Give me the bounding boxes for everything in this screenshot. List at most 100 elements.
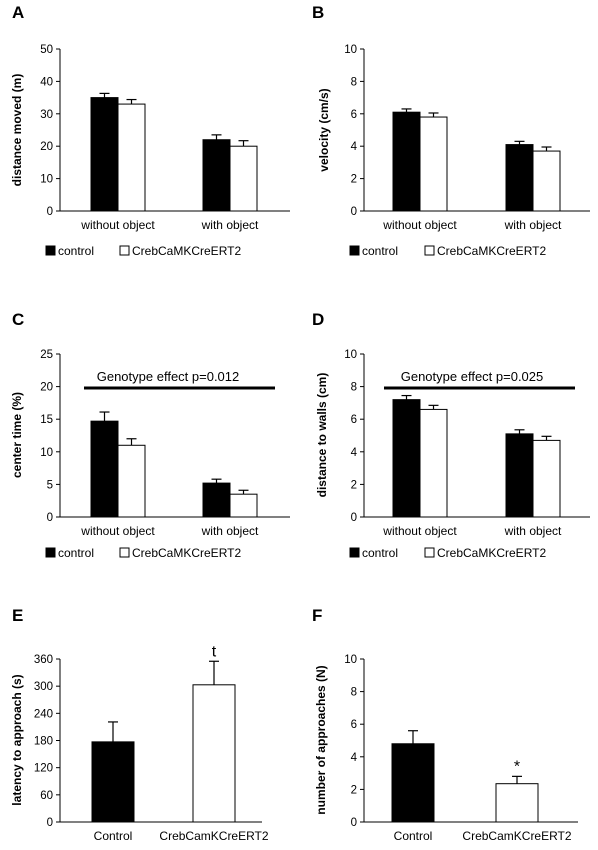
bar-control-with-object xyxy=(505,144,534,212)
significance-marker: * xyxy=(514,758,520,775)
legend-label: control xyxy=(362,244,398,258)
bar-control xyxy=(91,741,135,823)
legend-label: control xyxy=(362,546,398,560)
x-category-label: CrebCamKCreERT2 xyxy=(159,829,268,843)
y-tick-label: 360 xyxy=(34,654,53,666)
legend-swatch xyxy=(349,245,360,256)
bar-creb xyxy=(192,684,236,823)
legend-swatch xyxy=(45,547,56,558)
y-tick-label: 0 xyxy=(47,817,53,829)
bar-creb-with-object xyxy=(229,145,258,212)
significance-marker: t xyxy=(212,643,217,660)
bar-control-without-object xyxy=(392,399,421,518)
legend-label: control xyxy=(58,546,94,560)
legend: control CrebCaMKCreERT2 xyxy=(45,546,241,560)
y-tick-label: 4 xyxy=(351,752,358,764)
bar-control-without-object xyxy=(90,97,119,212)
y-tick-label: 2 xyxy=(351,479,357,491)
x-category-label: without object xyxy=(382,218,457,232)
legend-label: CrebCaMKCreERT2 xyxy=(132,546,241,560)
bar-creb-without-object xyxy=(419,408,448,518)
panel-letter: F xyxy=(312,606,322,625)
legend-swatch xyxy=(119,245,130,256)
y-tick-label: 0 xyxy=(351,817,357,829)
legend-swatch xyxy=(349,547,360,558)
bar-control-with-object xyxy=(505,433,534,518)
legend-label: CrebCaMKCreERT2 xyxy=(437,546,546,560)
bar-control-without-object xyxy=(90,420,119,518)
legend-swatch xyxy=(119,547,130,558)
bar-creb-without-object xyxy=(117,444,146,518)
y-tick-label: 10 xyxy=(40,174,53,186)
y-tick-label: 180 xyxy=(34,736,53,748)
y-tick-label: 2 xyxy=(351,174,357,186)
y-tick-label: 50 xyxy=(40,44,53,56)
y-tick-label: 2 xyxy=(351,784,357,796)
y-tick-label: 10 xyxy=(344,44,357,56)
bar-control xyxy=(391,743,435,823)
bar-control-without-object xyxy=(392,111,421,212)
legend-label: control xyxy=(58,244,94,258)
legend: control CrebCaMKCreERT2 xyxy=(349,546,546,560)
y-tick-label: 60 xyxy=(40,790,53,802)
y-tick-label: 20 xyxy=(40,382,53,394)
legend: control CrebCaMKCreERT2 xyxy=(349,244,546,258)
panel-letter: B xyxy=(312,3,324,22)
y-tick-label: 6 xyxy=(351,109,357,121)
bar-creb xyxy=(495,783,539,823)
y-axis-label: distance moved (m) xyxy=(10,74,24,187)
x-category-label: without object xyxy=(80,218,155,232)
panel-letter: A xyxy=(12,3,24,22)
y-axis-label: velocity (cm/s) xyxy=(317,88,331,171)
y-tick-label: 8 xyxy=(351,76,357,88)
bar-creb-with-object xyxy=(532,439,561,518)
y-tick-label: 5 xyxy=(47,479,53,491)
legend-swatch xyxy=(45,245,56,256)
y-axis-label: distance to walls (cm) xyxy=(315,373,329,498)
legend-swatch xyxy=(424,245,435,256)
x-category-label: with object xyxy=(201,524,259,538)
y-tick-label: 25 xyxy=(40,349,53,361)
y-tick-label: 8 xyxy=(351,382,357,394)
x-category-label: without object xyxy=(382,524,457,538)
legend-label: CrebCaMKCreERT2 xyxy=(132,244,241,258)
x-category-label: Control xyxy=(394,829,433,843)
x-category-label: with object xyxy=(504,218,562,232)
y-tick-label: 0 xyxy=(47,512,53,524)
y-tick-label: 6 xyxy=(351,719,357,731)
bar-creb-with-object xyxy=(532,150,561,212)
y-tick-label: 0 xyxy=(351,206,357,218)
y-tick-label: 300 xyxy=(34,681,53,693)
y-tick-label: 240 xyxy=(34,708,53,720)
annotation: Genotype effect p=0.012 xyxy=(97,369,240,384)
y-tick-label: 40 xyxy=(40,76,53,88)
y-axis-label: number of approaches (N) xyxy=(314,665,328,814)
legend: control CrebCaMKCreERT2 xyxy=(45,244,241,258)
y-tick-label: 6 xyxy=(351,414,357,426)
y-tick-label: 8 xyxy=(351,687,357,699)
y-tick-label: 120 xyxy=(34,763,53,775)
y-tick-label: 15 xyxy=(40,414,53,426)
x-category-label: Control xyxy=(94,829,133,843)
y-axis-label: latency to approach (s) xyxy=(10,674,24,805)
x-category-label: with object xyxy=(201,218,259,232)
y-tick-label: 30 xyxy=(40,109,53,121)
bar-creb-with-object xyxy=(229,493,258,518)
y-tick-label: 10 xyxy=(344,349,357,361)
legend-swatch xyxy=(424,547,435,558)
y-tick-label: 4 xyxy=(351,141,358,153)
y-axis-label: center time (%) xyxy=(10,392,24,478)
x-category-label: with object xyxy=(504,524,562,538)
panel-letter: D xyxy=(312,310,324,329)
y-tick-label: 10 xyxy=(344,654,357,666)
y-tick-label: 0 xyxy=(47,206,53,218)
bar-control-with-object xyxy=(202,139,231,212)
x-category-label: without object xyxy=(80,524,155,538)
